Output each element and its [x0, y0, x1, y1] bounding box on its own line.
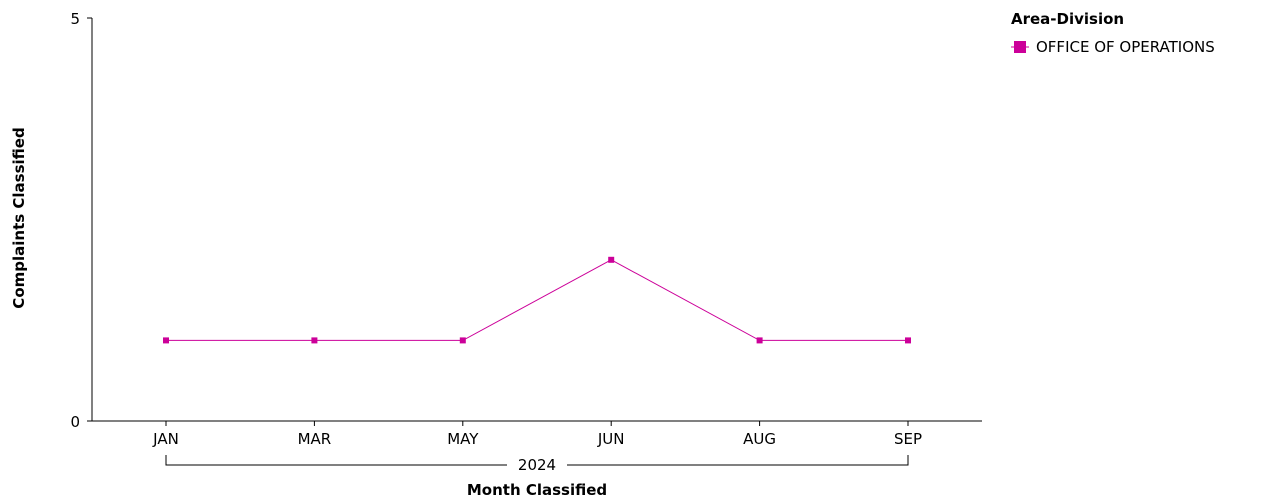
series-line [166, 259, 908, 341]
y-axis-title: Complaints Classified [10, 127, 28, 308]
x-tick-label: SEP [894, 430, 922, 448]
legend-title: Area-Division [1011, 10, 1124, 28]
year-group-bracket: 2024 [165, 455, 909, 474]
data-point-marker [311, 337, 318, 344]
x-tick-label: MAY [447, 430, 479, 448]
data-point-marker [905, 337, 911, 344]
x-tick-label: MAR [298, 430, 332, 448]
legend: Area-Division OFFICE OF OPERATIONS [1011, 10, 1215, 56]
legend-marker-swatch [1014, 41, 1026, 53]
series-layer [163, 256, 911, 344]
x-tick-label: AUG [743, 430, 776, 448]
y-ticks: 05 [70, 10, 92, 431]
data-point-marker [163, 337, 169, 344]
data-point-marker [608, 256, 615, 263]
bracket-right-line [567, 455, 909, 466]
y-tick-label: 5 [70, 10, 80, 28]
legend-label: OFFICE OF OPERATIONS [1036, 38, 1215, 56]
x-tick-label: JAN [152, 430, 179, 448]
data-point-marker [756, 337, 763, 344]
x-axis-title: Month Classified [467, 481, 607, 499]
x-tick-label: JUN [597, 430, 625, 448]
bracket-left-line [165, 455, 507, 466]
x-ticks: JAN MAR MAY JUN AUG SEP [152, 421, 922, 448]
data-point-marker [459, 337, 466, 344]
legend-entries: OFFICE OF OPERATIONS [1011, 38, 1215, 56]
y-tick-label: 0 [70, 413, 80, 431]
year-group-label: 2024 [518, 456, 556, 474]
axes [91, 18, 982, 422]
